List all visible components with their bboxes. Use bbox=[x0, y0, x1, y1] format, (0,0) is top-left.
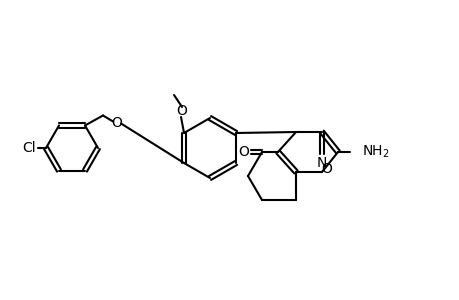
Text: O: O bbox=[112, 116, 122, 130]
Text: Cl: Cl bbox=[22, 141, 36, 155]
Text: O: O bbox=[321, 162, 332, 176]
Text: O: O bbox=[176, 104, 187, 118]
Text: N: N bbox=[316, 156, 326, 170]
Text: O: O bbox=[238, 145, 249, 159]
Text: NH$_2$: NH$_2$ bbox=[361, 144, 389, 160]
